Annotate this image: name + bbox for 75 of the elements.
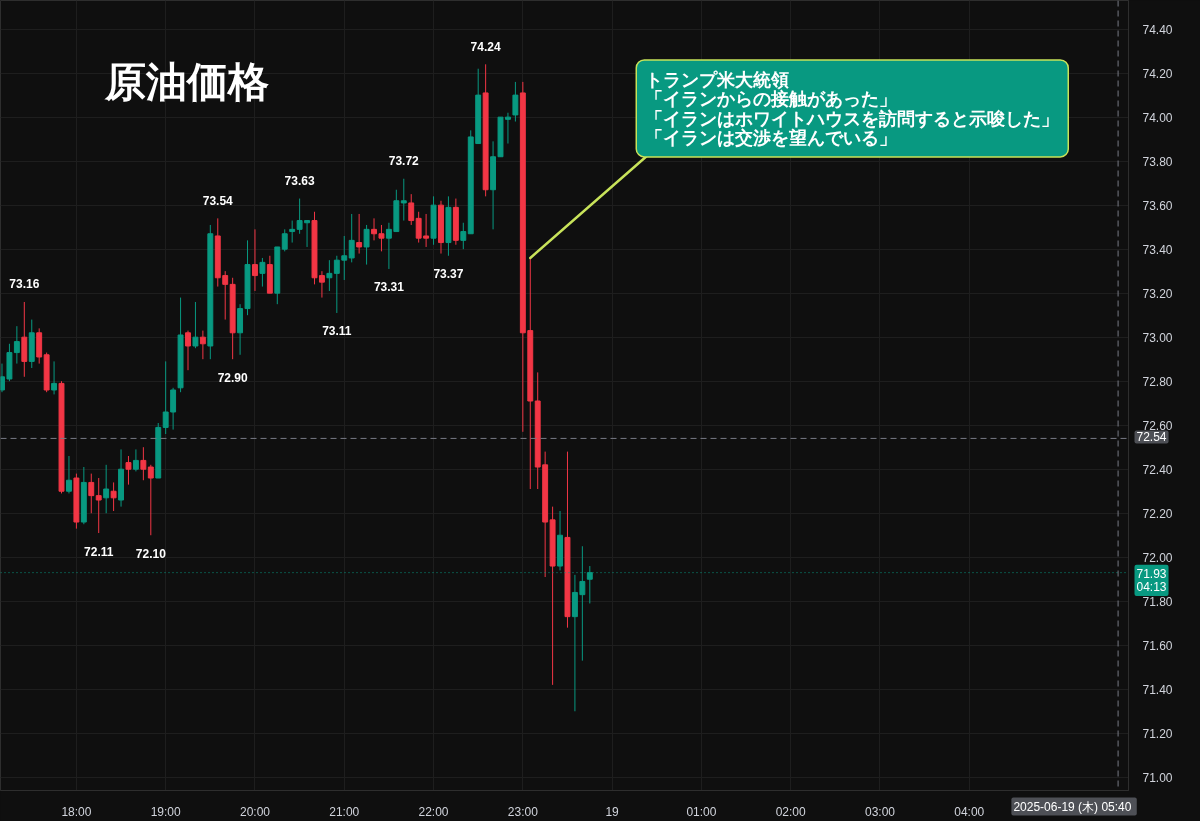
candlestick — [185, 330, 191, 371]
y-tick-label: 72.40 — [1142, 462, 1173, 477]
candlestick — [125, 455, 132, 486]
annotation: 73.37 — [433, 267, 464, 282]
x-tick-label: 01:00 — [686, 804, 717, 819]
ref-line-label: 72.54 — [1136, 430, 1167, 445]
candlestick — [51, 360, 58, 395]
candlestick — [326, 259, 333, 292]
x-tick-label: 19 — [605, 804, 620, 819]
y-tick-label: 74.20 — [1142, 66, 1173, 81]
annotation: 73.63 — [284, 174, 315, 189]
annotation: 72.10 — [135, 546, 167, 561]
ref-line-label: 71.93 04:13 — [1136, 566, 1167, 594]
candlestick — [103, 464, 110, 514]
x-tick-label: 02:00 — [775, 804, 807, 819]
y-tick-label: 71.80 — [1142, 594, 1173, 609]
candlestick — [88, 473, 95, 514]
x-tick-label: 18:00 — [61, 804, 92, 819]
candlestick — [252, 228, 258, 292]
candlestick — [348, 213, 355, 263]
candlestick — [289, 220, 296, 244]
candlestick — [259, 257, 266, 288]
y-tick-label: 72.60 — [1142, 418, 1173, 433]
candlestick — [281, 228, 288, 252]
x-tick-label: 19:00 — [150, 804, 182, 819]
candlestick — [378, 224, 385, 252]
annotation: トランプ米大統領「イランからの接触があった」「イランはホワイトハウスを訪問すると示唆した」「イランは交渉を望んでいる」 — [645, 68, 1060, 148]
annotation: 73.54 — [202, 193, 234, 208]
candlestick — [13, 325, 20, 365]
y-tick-label: 73.40 — [1142, 242, 1173, 257]
candlestick — [147, 464, 154, 536]
y-tick-label: 73.00 — [1142, 330, 1173, 345]
text: 原油価格 — [103, 57, 269, 106]
candlestick — [170, 387, 177, 431]
y-tick-label: 71.60 — [1142, 638, 1173, 653]
y-tick-label: 72.20 — [1142, 506, 1173, 521]
candlestick — [512, 81, 519, 123]
annotation: 73.11 — [322, 324, 352, 339]
annotation: 73.72 — [388, 154, 420, 169]
y-tick-label: 72.80 — [1142, 374, 1173, 389]
y-tick-label: 74.40 — [1142, 22, 1173, 37]
candlestick — [408, 193, 415, 226]
candlestick — [66, 455, 72, 494]
y-tick-label: 72.00 — [1142, 550, 1173, 565]
candlestick — [363, 224, 370, 266]
candlestick — [371, 217, 377, 241]
candlestick — [356, 213, 363, 255]
x-tick-label: 20:00 — [239, 804, 271, 819]
annotation: 73.31 — [373, 280, 405, 295]
candlestick — [140, 446, 147, 481]
candlestick — [460, 222, 467, 250]
annotation: 74.24 — [470, 39, 501, 54]
candlestick — [199, 330, 206, 360]
x-tick-label: 04:00 — [954, 804, 985, 819]
y-tick-label: 71.00 — [1142, 770, 1173, 785]
annotation: 73.16 — [9, 277, 40, 292]
candlestick — [400, 178, 407, 222]
annotation: 72.90 — [217, 370, 248, 385]
x-tick-label: 03:00 — [864, 804, 896, 819]
candlestick — [95, 477, 102, 534]
candlestick — [132, 448, 139, 472]
candlestick — [192, 301, 199, 349]
y-tick-label: 73.60 — [1142, 198, 1173, 213]
y-tick-label: 73.80 — [1142, 154, 1173, 169]
x-tick-label: 22:00 — [418, 804, 449, 819]
candlestick — [162, 360, 169, 435]
x-tick-label: 21:00 — [329, 804, 360, 819]
y-tick-label: 74.00 — [1142, 110, 1173, 125]
y-tick-label: 73.20 — [1142, 286, 1173, 301]
x-tick-label: 23:00 — [507, 804, 539, 819]
y-tick-label: 71.20 — [1142, 726, 1173, 741]
ref-line-label: 2025-06-19 (木) 05:40 — [1013, 799, 1132, 814]
annotation: 72.11 — [84, 544, 114, 559]
y-tick-label: 71.40 — [1142, 682, 1173, 697]
candlestick — [110, 481, 117, 512]
